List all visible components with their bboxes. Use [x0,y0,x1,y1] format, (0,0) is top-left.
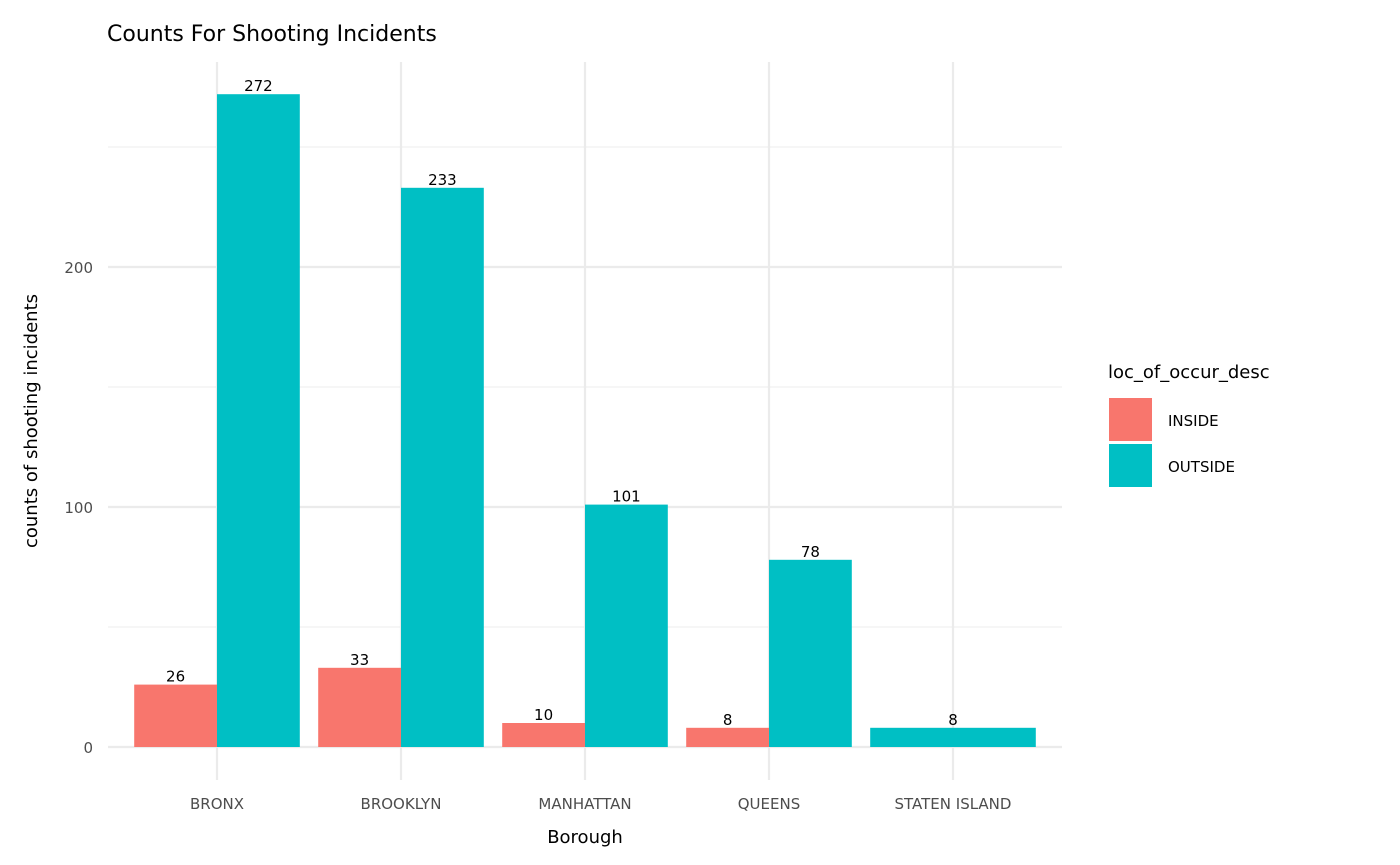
chart-title: Counts For Shooting Incidents [107,22,437,47]
data-label: 8 [723,711,733,729]
legend-label: INSIDE [1168,412,1219,430]
bar-inside [502,723,585,747]
data-labels: 26 272 33 233 10 101 8 78 8 [166,77,958,729]
legend: loc_of_occur_desc INSIDE OUTSIDE [1108,362,1270,487]
bar-outside [769,559,852,747]
x-axis-title: Borough [547,827,623,848]
legend-key-inside [1109,398,1152,441]
legend-label: OUTSIDE [1168,458,1235,476]
bar-outside [585,504,668,747]
data-label: 26 [166,668,185,686]
data-label: 233 [428,171,457,189]
bar-outside [401,187,484,748]
x-tick-label: MANHATTAN [538,795,631,813]
bar-outside [870,727,1036,747]
data-label: 10 [534,706,553,724]
data-label: 272 [244,77,273,95]
bar-inside [318,667,401,747]
bars [134,94,1036,748]
axes: 0 100 200 BRONX BROOKLYN MANHATTAN QUEENS STATE… [64,259,1011,813]
data-label: 8 [948,711,958,729]
x-tick-label: BRONX [190,795,244,813]
bar-outside [217,94,300,747]
bar-inside [686,727,769,747]
data-label: 101 [612,488,641,506]
x-tick-label: QUEENS [738,795,800,813]
x-tick-label: STATEN ISLAND [895,795,1012,813]
bar-inside [134,684,217,747]
legend-title: loc_of_occur_desc [1108,362,1270,383]
y-tick-label: 200 [64,259,93,277]
legend-key-outside [1109,444,1152,487]
x-tick-label: BROOKLYN [361,795,442,813]
y-tick-label: 0 [83,739,93,757]
data-label: 78 [801,543,820,561]
y-axis-title: counts of shooting incidents [21,294,42,548]
y-tick-label: 100 [64,499,93,517]
data-label: 33 [350,651,369,669]
